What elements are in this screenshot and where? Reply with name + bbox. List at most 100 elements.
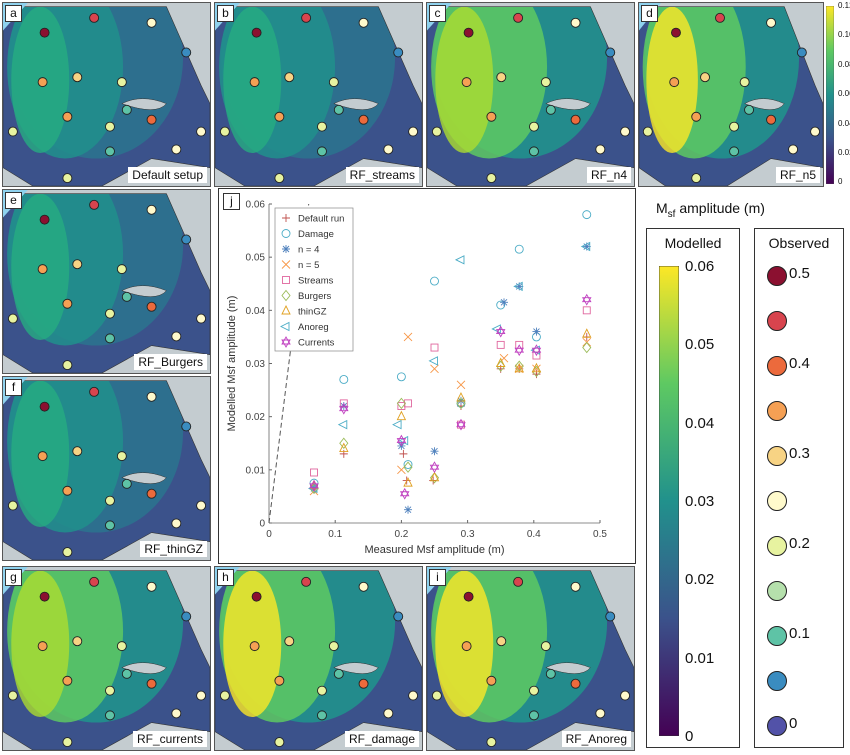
legend-entry-label: thinGZ [298, 307, 327, 318]
legend-entry-label: Streams [298, 276, 334, 287]
panel-label: d [641, 5, 658, 22]
observation-site-marker [274, 111, 285, 122]
observation-site-marker [540, 641, 551, 652]
data-point [339, 374, 349, 384]
data-point [404, 505, 413, 514]
observation-site-marker [766, 114, 777, 125]
observation-site-marker [89, 386, 100, 397]
observation-site-marker [7, 313, 18, 324]
observation-site-marker [146, 391, 157, 402]
panel-title: RF_streams [345, 167, 419, 183]
observation-site-marker [196, 500, 207, 511]
observation-site-marker [196, 313, 207, 324]
observation-site-marker [181, 234, 192, 245]
observation-site-marker [496, 636, 507, 647]
map-c [427, 3, 634, 186]
legend-marker [282, 276, 290, 284]
data-point [513, 281, 523, 292]
small-colorbar-tick: 0.12 [838, 1, 850, 10]
observation-site-marker [595, 708, 606, 719]
legend-entry-label: n = 4 [298, 245, 319, 256]
observed-legend-label: 0.3 [789, 445, 810, 462]
legend-entry-label: n = 5 [298, 260, 319, 271]
x-tick-label: 0.3 [461, 529, 475, 540]
observation-site-marker [529, 146, 539, 157]
observation-site-marker [605, 47, 616, 58]
observation-site-marker [671, 27, 681, 38]
data-point [531, 344, 542, 357]
data-point [515, 282, 524, 291]
legend-marker [281, 260, 291, 269]
observation-site-marker [383, 708, 394, 719]
data-point [392, 419, 402, 430]
observation-site-marker [181, 611, 192, 622]
observation-site-marker [545, 104, 556, 115]
observation-site-marker [62, 547, 73, 558]
observation-site-marker [171, 708, 182, 719]
observation-site-marker [529, 710, 539, 721]
observation-site-marker [62, 173, 73, 184]
observation-site-marker [301, 576, 312, 587]
panel-title: RF_thinGZ [140, 541, 207, 557]
observed-legend-label: 0.2 [789, 535, 810, 552]
legend-entry-label: Damage [298, 229, 334, 240]
observation-site-marker [62, 360, 73, 371]
observation-site-marker [274, 173, 285, 184]
observation-site-marker [89, 199, 100, 210]
data-point [396, 372, 406, 382]
observation-site-marker [408, 690, 419, 701]
modelled-tick: 0.05 [685, 336, 715, 353]
modelled-tick: 0.03 [685, 493, 715, 510]
data-point [580, 241, 591, 252]
data-point [396, 410, 407, 421]
observation-site-marker [669, 77, 680, 88]
data-point [430, 276, 439, 286]
data-point [514, 362, 524, 373]
observation-site-marker [181, 47, 192, 58]
observed-legend-dot [767, 491, 787, 511]
observation-site-marker [37, 264, 48, 275]
small-colorbar-tick: 0.10 [838, 30, 850, 39]
observed-legend-dot [767, 626, 787, 646]
map-panel-d: d RF_n5 [638, 2, 824, 187]
map-f [3, 377, 210, 560]
modelled-tick: 0.01 [685, 650, 715, 667]
observation-site-marker [121, 104, 132, 115]
observation-site-marker [715, 12, 725, 23]
modelled-title: Modelled [664, 235, 722, 251]
y-tick-label: 0 [259, 519, 265, 530]
modelled-colorbar-box: Modelled 0 0.01 0.02 0.03 0.04 0.05 0.06 [646, 228, 740, 748]
data-point [456, 380, 466, 390]
observation-site-marker [739, 77, 750, 88]
map-e [3, 190, 210, 373]
data-point [582, 341, 592, 354]
observed-legend-dot [767, 716, 787, 736]
series-thingz [309, 328, 592, 490]
observation-site-marker [121, 668, 132, 679]
map-i [427, 567, 634, 750]
observation-site-marker [146, 17, 157, 28]
map-panel-i: i RF_Anoreg [426, 566, 635, 751]
data-point [403, 461, 413, 473]
panel-title: RF_n5 [775, 167, 820, 183]
legend-title: Msf amplitude (m) [656, 200, 765, 220]
data-point [404, 399, 412, 408]
observation-site-marker [62, 111, 73, 122]
observation-site-marker [570, 678, 581, 689]
map-panel-b: b RF_streams [214, 2, 423, 187]
data-point [339, 437, 349, 449]
data-point [396, 434, 407, 447]
y-tick-label: 0.03 [246, 359, 266, 370]
observed-legend-label: 0.4 [789, 355, 810, 372]
observation-site-marker [408, 126, 419, 137]
observation-site-marker [146, 488, 157, 499]
observation-site-marker [72, 446, 83, 457]
data-point [581, 293, 592, 306]
observation-site-marker [37, 451, 48, 462]
panel-title: RF_damage [344, 731, 419, 747]
observation-site-marker [529, 685, 539, 696]
observation-site-marker [249, 77, 260, 88]
observation-site-marker [62, 737, 73, 748]
observation-site-marker [105, 520, 115, 531]
observation-site-marker [274, 675, 285, 686]
